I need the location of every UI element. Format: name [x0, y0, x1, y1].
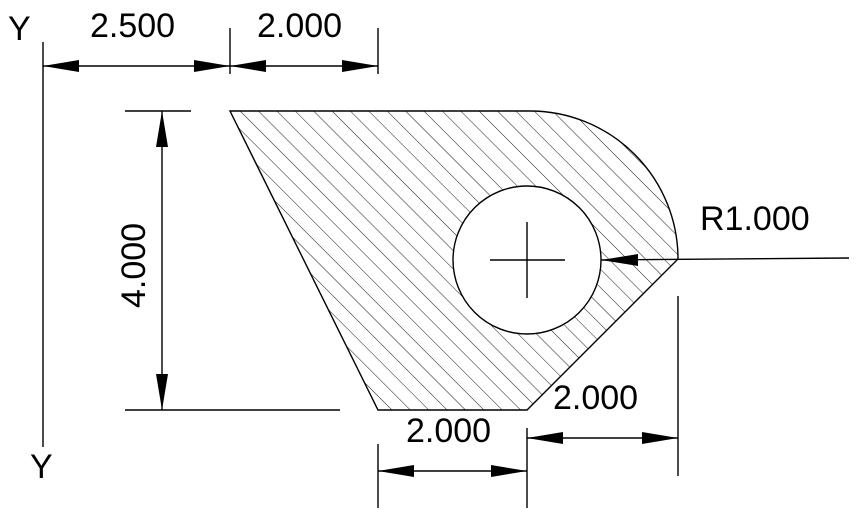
dim-bottom-left-label: 2.000	[406, 412, 491, 450]
arrow-top-right-start	[230, 60, 266, 72]
dim-top-right-label: 2.000	[257, 7, 342, 45]
dim-top-left-label: 2.500	[90, 7, 175, 45]
y-axis-label-top: Y	[8, 10, 31, 48]
arrow-top-right-end	[342, 60, 378, 72]
arrow-bottom-right-start	[527, 432, 563, 444]
arrow-radius	[601, 254, 638, 266]
radius-leader-line	[600, 257, 850, 261]
y-axis-label-bottom: Y	[30, 448, 53, 486]
dim-height-label: 4.000	[115, 223, 153, 308]
arrow-bottom-left-start	[378, 465, 414, 477]
arrow-top-left-end	[194, 60, 230, 72]
dim-bottom-right-label: 2.000	[553, 379, 638, 417]
arrow-top-left-start	[43, 60, 79, 72]
dim-radius-label: R1.000	[700, 200, 810, 238]
arrow-bottom-right-end	[642, 432, 678, 444]
arrow-height-bottom	[156, 374, 168, 410]
arrow-bottom-left-end	[491, 465, 527, 477]
arrow-height-top	[156, 111, 168, 147]
part-hatch-fill	[230, 111, 678, 410]
part-outline	[228, 110, 679, 411]
